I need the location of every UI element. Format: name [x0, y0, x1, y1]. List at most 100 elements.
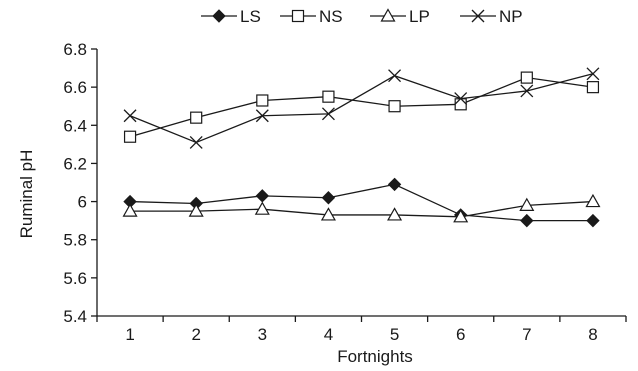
y-tick-label: 5.8: [63, 231, 87, 250]
data-point: [520, 71, 533, 84]
y-tick-label: 5.4: [63, 307, 87, 326]
triangle-marker: [453, 209, 469, 223]
square-marker: [322, 90, 335, 103]
data-point: [320, 207, 336, 221]
cross-stroke: [471, 9, 485, 23]
legend-entry-ns: NS: [280, 7, 343, 26]
y-tick-label: 6.4: [63, 116, 87, 135]
data-point: [453, 209, 469, 223]
cross-stroke: [321, 107, 335, 121]
x-tick-label: 8: [588, 325, 597, 344]
x-tick-label: 7: [522, 325, 531, 344]
data-point: [322, 90, 335, 103]
cross-stroke: [189, 135, 203, 149]
cross-stroke: [388, 69, 402, 83]
series-line-lp: [130, 200, 593, 218]
legend-marker: [291, 9, 305, 23]
data-point: [585, 193, 601, 208]
legend-label: LS: [240, 7, 261, 26]
triangle-marker: [519, 197, 535, 211]
triangle-marker: [320, 207, 336, 221]
square-marker: [291, 9, 305, 23]
cross-stroke: [255, 109, 269, 123]
triangle-marker: [380, 8, 396, 22]
y-tick-label: 6.2: [63, 154, 87, 173]
x-axis-title: Fortnights: [337, 347, 413, 366]
square-marker: [256, 94, 269, 107]
square-marker: [123, 130, 137, 143]
x-tick-label: 1: [125, 325, 134, 344]
triangle-marker: [387, 207, 403, 221]
y-axis-title: Ruminal pH: [17, 150, 36, 239]
series-lp: [122, 193, 601, 223]
data-point: [321, 191, 336, 205]
diamond-marker: [586, 213, 600, 228]
legend-label: LP: [409, 7, 430, 26]
legend-marker: [212, 9, 226, 23]
legend: LS NS LP NP: [201, 7, 523, 26]
data-point: [190, 111, 203, 124]
series-line-ns: [129, 76, 594, 138]
data-point: [586, 81, 600, 94]
data-point: [123, 109, 137, 123]
data-point: [255, 189, 270, 203]
square-marker: [454, 98, 467, 111]
square-marker: [190, 111, 203, 124]
data-point: [122, 203, 138, 217]
square-marker: [586, 81, 600, 94]
x-tick-label: 6: [456, 325, 465, 344]
data-point: [520, 84, 534, 98]
data-point: [388, 69, 402, 83]
y-tick-label: 6: [78, 193, 87, 212]
data-point: [255, 109, 269, 123]
legend-entry-np: NP: [460, 7, 523, 26]
series-ls: [123, 177, 600, 228]
series-np: [123, 67, 600, 149]
x-tick-label: 4: [324, 325, 333, 344]
diamond-marker: [520, 213, 534, 228]
cross-stroke: [123, 109, 137, 123]
data-point: [387, 207, 403, 221]
data-point: [123, 130, 137, 143]
data-point: [586, 67, 600, 81]
diamond-marker: [387, 177, 402, 192]
legend-entry-ls: LS: [201, 7, 261, 26]
triangle-marker: [188, 203, 204, 217]
square-marker: [520, 71, 533, 84]
data-point: [520, 213, 534, 228]
cross-stroke: [520, 84, 534, 98]
data-point: [586, 213, 600, 228]
data-point: [454, 98, 467, 111]
y-tick-label: 6.8: [63, 40, 87, 59]
x-tick-label: 2: [191, 325, 200, 344]
data-point: [388, 100, 401, 113]
legend-marker: [380, 8, 396, 22]
data-point: [189, 135, 203, 149]
data-point: [519, 197, 535, 211]
data-point: [254, 201, 270, 215]
data-point: [454, 92, 468, 106]
y-tick-label: 6.6: [63, 78, 87, 97]
axes: 5.4 5.6 5.8 6 6.2 6.4 6.6 6.8 1 2 3 4 5 6 7 8: [63, 40, 627, 344]
data-point: [387, 177, 402, 192]
legend-entry-lp: LP: [370, 7, 430, 26]
data-point: [256, 94, 269, 107]
x-tick-label: 5: [390, 325, 399, 344]
diamond-marker: [212, 9, 226, 23]
legend-label: NP: [499, 7, 523, 26]
data-point: [188, 203, 204, 217]
data-point: [321, 107, 335, 121]
diamond-marker: [255, 189, 270, 203]
series-layer: [122, 67, 601, 228]
y-tick-label: 5.6: [63, 269, 87, 288]
series-line-ls: [130, 183, 593, 222]
x-tick-label: 3: [258, 325, 267, 344]
triangle-marker: [585, 193, 601, 208]
series-ns: [123, 71, 600, 143]
cross-stroke: [454, 92, 468, 106]
triangle-marker: [122, 203, 138, 217]
legend-label: NS: [319, 7, 343, 26]
series-line-np: [129, 73, 594, 144]
